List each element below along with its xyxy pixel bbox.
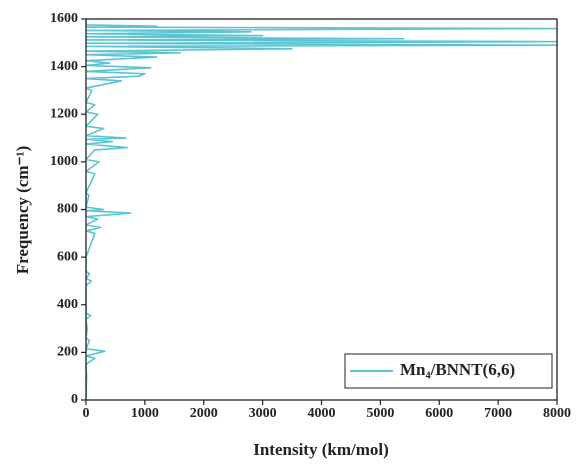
x-tick-label: 7000 (484, 406, 512, 421)
y-tick-label: 800 (57, 202, 78, 217)
spectrum-line (86, 19, 557, 400)
x-tick-label: 0 (83, 406, 90, 421)
y-tick-label: 600 (57, 249, 78, 264)
y-tick-label: 0 (71, 392, 78, 407)
x-tick-label: 2000 (190, 406, 218, 421)
y-tick-label: 1600 (50, 11, 78, 26)
y-tick-label: 1200 (50, 106, 78, 121)
x-tick-label: 1000 (131, 406, 159, 421)
x-tick-label: 5000 (366, 406, 394, 421)
y-axis-label: Frequency (cm⁻¹) (13, 146, 32, 274)
legend-label: Mn₄/BNNT(6,6) (400, 360, 515, 379)
y-tick-label: 400 (57, 297, 78, 312)
x-tick-label: 6000 (425, 406, 453, 421)
x-tick-label: 4000 (308, 406, 336, 421)
plot (86, 19, 557, 400)
x-tick-label: 3000 (249, 406, 277, 421)
x-axis-label: Intensity (km/mol) (253, 440, 389, 459)
y-tick-label: 1000 (50, 154, 78, 169)
plot-frame (86, 19, 557, 400)
y-tick-label: 1400 (50, 59, 78, 74)
y-tick-label: 200 (57, 345, 78, 360)
x-tick-label: 8000 (543, 406, 571, 421)
